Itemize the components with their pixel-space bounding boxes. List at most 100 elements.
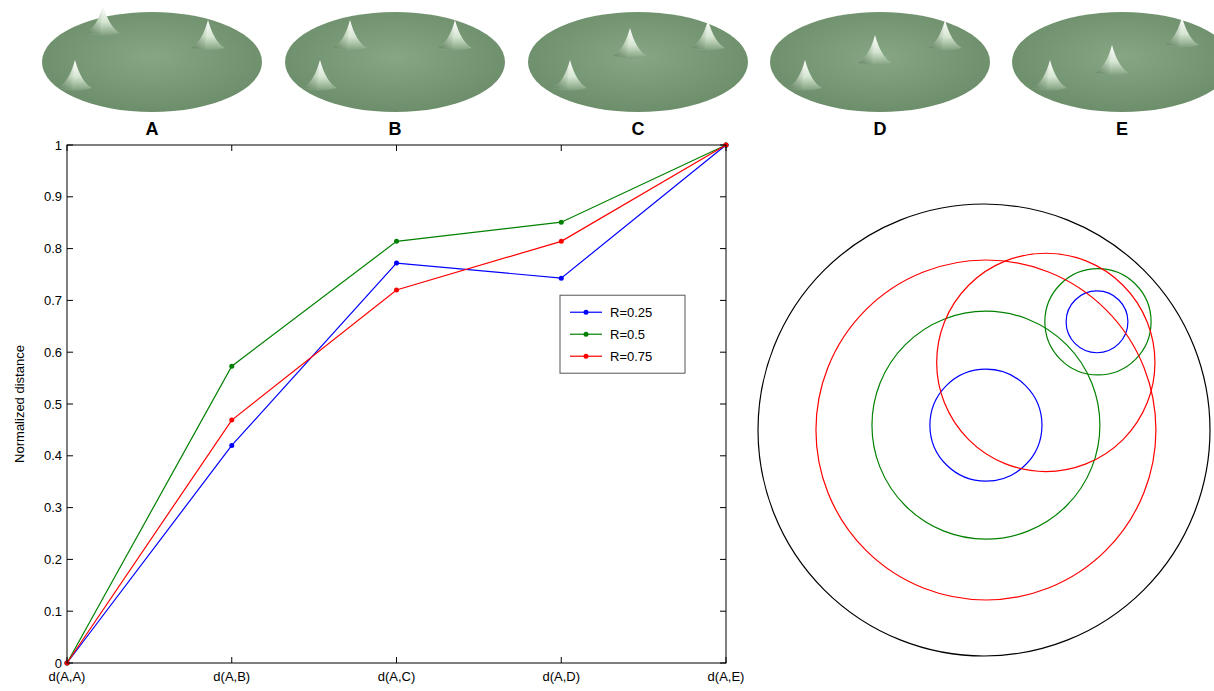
tick-mark [720,196,726,197]
surface-disk [770,12,990,112]
region-circle [1066,291,1128,353]
legend-swatch [584,354,589,359]
series-marker [559,276,564,281]
region-circle [1045,269,1151,375]
surface-shade [858,35,875,65]
surface [42,5,262,112]
series-marker [559,220,564,225]
tick-label: d(A,A) [49,669,86,684]
series-line [67,145,726,663]
series-marker [559,239,564,244]
legend: R=0.25 R=0.5 R=0.75 [560,295,685,373]
surface-shade [303,60,320,90]
surface-shade [1165,17,1182,47]
tick-label: 0.7 [44,293,62,308]
surface-bump [1165,17,1199,48]
tick-label: d(A,D) [542,669,580,684]
series-line [67,145,726,663]
region-circle [816,260,1156,600]
tick-mark [720,300,726,301]
tick-label: d(A,C) [378,669,416,684]
tick-label: 0.4 [44,448,62,463]
tick-label: 0.9 [44,189,62,204]
tick-mark [720,352,726,353]
tick-label: 0.2 [44,552,62,567]
axis-title: Normalized distance [12,345,27,463]
tick-mark [231,657,232,663]
tick-mark [67,559,73,560]
surface-shade [1033,60,1050,90]
surface-bump [858,35,892,66]
tick-mark [720,611,726,612]
tick-mark [720,248,726,249]
surface-shade [438,20,455,50]
tick-mark [720,507,726,508]
tick-mark [396,145,397,151]
legend-swatch [584,332,589,337]
region-circle [872,311,1100,539]
surface-bump [928,20,962,51]
surface-disk [285,12,505,112]
tick-mark [67,196,73,197]
surface-bump [191,20,225,51]
surface-label: A [146,119,159,139]
axes: 00.10.20.30.40.50.60.70.80.91d(A,A)d(A,B… [12,138,744,685]
surface [770,12,990,112]
tick-mark [720,455,726,456]
region-circle [937,253,1155,471]
tick-label: 0.8 [44,241,62,256]
tick-label: d(A,E) [708,669,745,684]
surface-disk [42,12,262,112]
plot-area [65,143,729,666]
tick-label: 0.5 [44,397,62,412]
surface-shade [928,20,945,50]
surface-disk [528,12,748,112]
surface-bump [788,60,822,91]
surface-shade [86,5,103,35]
series-marker [229,364,234,369]
surface-shade [613,28,630,58]
region-circle [930,369,1042,481]
circle-diagram [758,204,1210,656]
surface [1012,12,1214,112]
plot-background [67,145,726,663]
tick-mark [67,507,73,508]
series-marker [229,418,234,423]
surface-bump [1095,45,1129,76]
surface-shade [788,60,805,90]
tick-mark [67,455,73,456]
series-line [67,145,726,663]
surface-bump [303,60,337,91]
surface-shade [333,20,350,50]
surface-bump [553,60,587,91]
surface-bump [333,20,367,51]
surface-shade [691,20,708,50]
surface-label: C [632,119,645,139]
tick-mark [561,657,562,663]
surface [285,12,505,112]
surface-label: E [1116,119,1128,139]
surface-label: B [389,119,402,139]
tick-mark [720,404,726,405]
legend-label: R=0.25 [610,305,652,320]
tick-mark [231,145,232,151]
surface [528,12,748,112]
legend-box [560,295,685,373]
tick-label: d(A,B) [213,669,250,684]
surface-shade [191,20,208,50]
legend-label: R=0.75 [610,349,652,364]
tick-mark [720,559,726,560]
surface-label: D [874,119,887,139]
surface-bump [691,20,725,51]
figure: ABCDE00.10.20.30.40.50.60.70.80.91d(A,A)… [0,0,1214,691]
tick-mark [67,611,73,612]
tick-mark [67,300,73,301]
legend-swatch [584,310,589,315]
legend-label: R=0.5 [610,327,645,342]
tick-label: 0.3 [44,500,62,515]
series-marker [394,261,399,266]
surface-bump [86,5,120,36]
tick-mark [561,145,562,151]
surface-bump [438,20,472,51]
tick-mark [396,657,397,663]
